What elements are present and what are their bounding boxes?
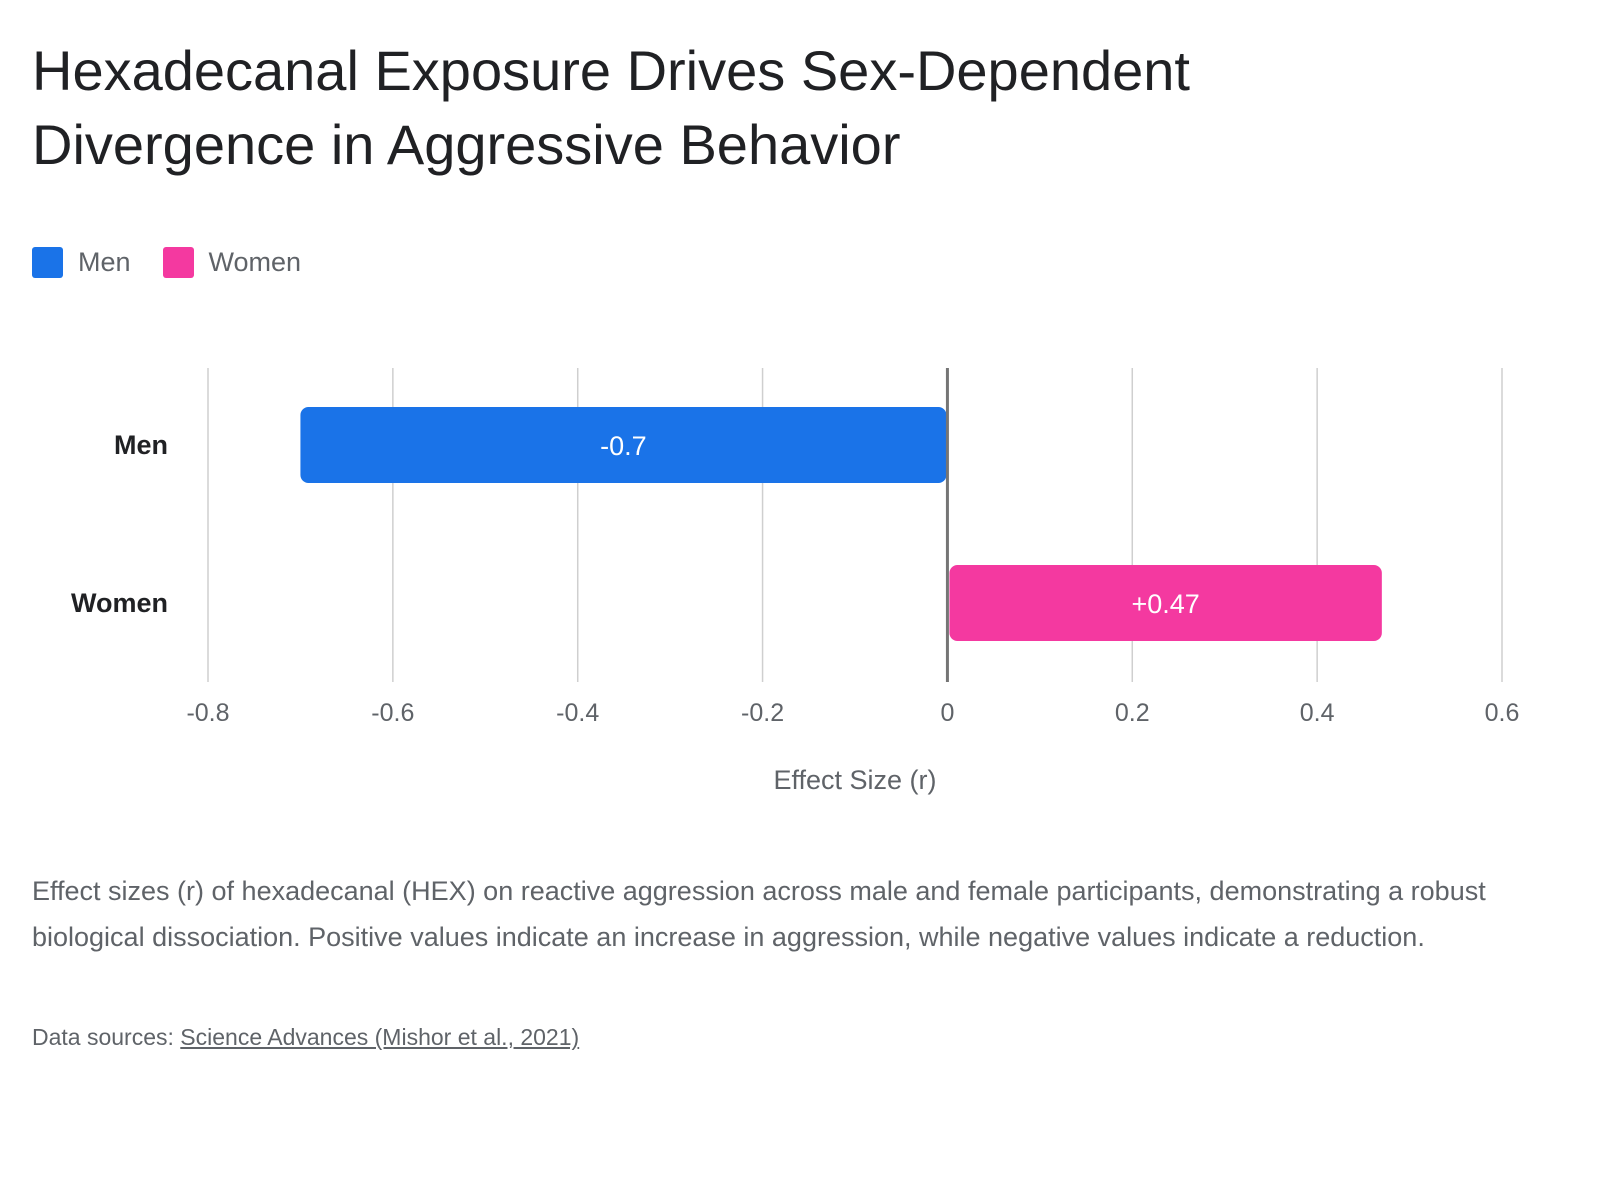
x-axis-label: Effect Size (r) <box>773 765 936 795</box>
category-label: Men <box>114 430 168 460</box>
legend-item-women: Women <box>162 246 302 278</box>
legend-label-men: Men <box>78 246 131 277</box>
x-tick-label: -0.2 <box>741 699 784 727</box>
legend: Men Women <box>32 246 333 278</box>
chart-caption: Effect sizes (r) of hexadecanal (HEX) on… <box>32 876 1486 952</box>
x-tick-label: 0.2 <box>1115 699 1150 727</box>
x-tick-label: -0.4 <box>556 699 599 727</box>
x-tick-label: -0.8 <box>186 699 229 727</box>
bars: -0.7 +0.47 <box>300 407 1382 641</box>
bar-men <box>300 407 947 483</box>
x-tick-label: 0.6 <box>1485 699 1520 727</box>
sources-prefix: Data sources: <box>32 1024 181 1050</box>
legend-swatch-men <box>32 246 63 278</box>
source-link[interactable]: Science Advances (Mishor et al., 2021) <box>180 1024 580 1050</box>
legend-swatch-women <box>162 246 194 278</box>
chart-title: Hexadecanal Exposure Drives Sex-Dependen… <box>32 39 1190 176</box>
legend-label-women: Women <box>208 246 302 277</box>
legend-item-men: Men <box>32 246 131 278</box>
x-tick-labels: -0.8 -0.6 -0.4 -0.2 0 0.2 0.4 0.6 <box>186 699 1519 727</box>
category-labels: Men Women <box>71 430 168 618</box>
data-label: -0.7 <box>600 431 647 461</box>
category-label: Women <box>71 588 168 618</box>
x-tick-label: 0.4 <box>1300 699 1335 727</box>
data-sources: Data sources: Science Advances (Mishor e… <box>32 1024 579 1051</box>
bar-women <box>949 565 1382 641</box>
data-label: +0.47 <box>1131 589 1199 619</box>
x-tick-label: 0 <box>940 699 954 727</box>
bar-chart: -0.7 +0.47 Men Women -0.8 -0.6 -0.4 -0.2 0 0.2 0… <box>71 368 1519 795</box>
x-tick-label: -0.6 <box>371 699 414 727</box>
